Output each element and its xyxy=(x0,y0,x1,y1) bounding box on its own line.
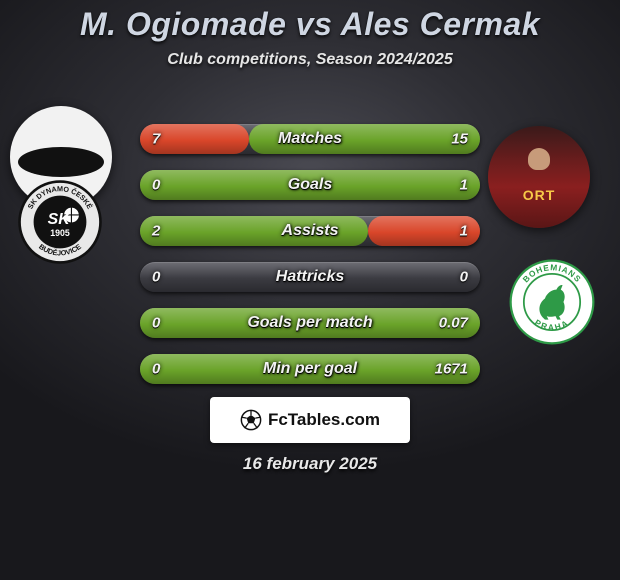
stat-bar: 0 0 Hattricks xyxy=(140,262,480,292)
stat-label: Matches xyxy=(278,130,342,148)
brand-text: FcTables.com xyxy=(268,410,380,430)
stat-value-right: 0 xyxy=(460,269,468,286)
player-right-jersey xyxy=(488,126,590,228)
stat-label: Hattricks xyxy=(276,268,344,286)
brand-box[interactable]: FcTables.com xyxy=(210,397,410,443)
stat-label: Goals per match xyxy=(247,314,372,332)
club-left-crest: SK DYNAMO ČESKÉ BUDĚJOVICE SK 1905 xyxy=(16,178,104,266)
stat-bar: 0 1 Goals xyxy=(140,170,480,200)
stat-bar: 0 1671 Min per goal xyxy=(140,354,480,384)
stat-value-left: 0 xyxy=(152,315,160,332)
player-left-silhouette xyxy=(18,147,104,177)
page-title: M. Ogiomade vs Ales Cermak xyxy=(0,6,620,43)
stat-bar: 0 0.07 Goals per match xyxy=(140,308,480,338)
page-subtitle: Club competitions, Season 2024/2025 xyxy=(0,51,620,69)
soccer-ball-icon xyxy=(240,409,262,431)
club-left-initials: SK xyxy=(48,211,72,228)
stat-label: Assists xyxy=(282,222,339,240)
player-right-neck xyxy=(528,148,550,170)
stat-value-right: 15 xyxy=(451,131,468,148)
player-right-sponsor: ORT xyxy=(523,187,556,203)
stat-label: Min per goal xyxy=(263,360,357,378)
stat-value-left: 2 xyxy=(152,223,160,240)
player-right-avatar: ORT xyxy=(488,126,590,228)
stat-value-right: 0.07 xyxy=(439,315,468,332)
content-root: M. Ogiomade vs Ales Cermak Club competit… xyxy=(0,0,620,580)
club-left-year: 1905 xyxy=(50,228,70,238)
stat-bars-container: 7 15 Matches 0 1 Goals 2 1 Assists 0 0 Hattricks 0 0.… xyxy=(140,124,480,400)
stat-value-left: 0 xyxy=(152,177,160,194)
stat-value-left: 7 xyxy=(152,131,160,148)
stat-bar: 7 15 Matches xyxy=(140,124,480,154)
stat-value-right: 1 xyxy=(460,177,468,194)
club-right-svg: BOHEMIANS PRAHA xyxy=(508,258,596,346)
stat-value-right: 1 xyxy=(460,223,468,240)
club-left-svg: SK DYNAMO ČESKÉ BUDĚJOVICE SK 1905 xyxy=(16,178,104,266)
stat-value-left: 0 xyxy=(152,269,160,286)
club-right-crest: BOHEMIANS PRAHA xyxy=(508,258,596,346)
stat-value-left: 0 xyxy=(152,361,160,378)
stat-label: Goals xyxy=(288,176,332,194)
stat-bar: 2 1 Assists xyxy=(140,216,480,246)
date-text: 16 february 2025 xyxy=(243,454,377,474)
stat-value-right: 1671 xyxy=(435,361,468,378)
